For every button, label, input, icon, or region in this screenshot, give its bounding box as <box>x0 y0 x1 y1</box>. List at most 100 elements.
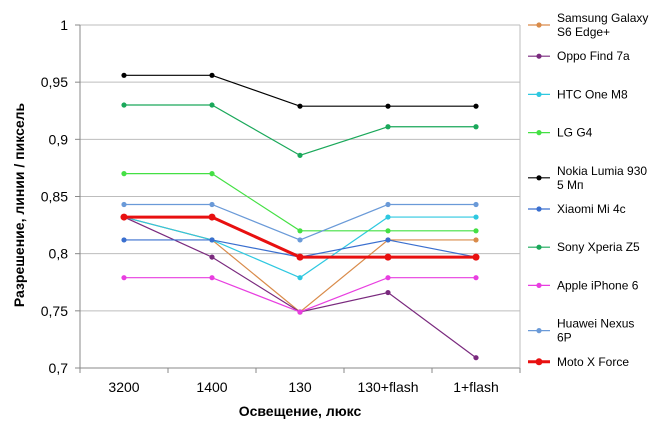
data-point-htc-one-m8 <box>473 214 479 220</box>
legend-item-htc-one-m8: HTC One M8 <box>528 87 628 101</box>
y-tick-label: 0,8 <box>49 246 69 262</box>
legend-label: Xiaomi Mi 4c <box>557 202 626 216</box>
data-point-huawei-nexus-6p <box>121 201 127 208</box>
legend-swatch-marker <box>536 328 542 334</box>
legend-swatch-marker <box>536 130 542 136</box>
x-tick-label: 130+flash <box>357 379 418 395</box>
data-point-huawei-nexus-6p <box>209 201 215 208</box>
y-axis-label: Разрешение, линии / пиксель <box>11 102 27 307</box>
series-line-apple-iphone-6 <box>124 277 476 313</box>
data-point-huawei-nexus-6p <box>297 237 303 243</box>
data-point-nokia-lumia-930-5 <box>209 72 215 78</box>
legend-label: HTC One M8 <box>557 87 628 101</box>
legend-label: Oppo Find 7a <box>557 49 630 63</box>
legend-item-lg-g4: LG G4 <box>528 126 593 140</box>
data-point-apple-iphone-6 <box>121 275 127 281</box>
data-point-moto-x-force <box>120 213 128 221</box>
data-point-moto-x-force <box>384 253 392 261</box>
legend-swatch-marker <box>536 282 542 288</box>
data-point-xiaomi-mi-4c <box>385 237 391 243</box>
data-point-moto-x-force <box>296 253 304 261</box>
y-tick-label: 1 <box>60 17 68 33</box>
series-line-nokia-lumia-930-5 <box>124 74 476 107</box>
series-line-moto-x-force <box>124 215 476 259</box>
legend-label: Apple iPhone 6 <box>557 278 639 292</box>
legend-label: 6P <box>557 331 572 345</box>
data-point-oppo-find-7a <box>209 254 215 260</box>
y-axis-ticks: 0,7 0,75 0,8 0,85 0,9 0,95 1 <box>41 17 80 376</box>
data-point-apple-iphone-6 <box>385 275 391 281</box>
series-line-sony-xperia-z5 <box>124 104 476 156</box>
legend-label: Samsung Galaxy <box>557 11 648 25</box>
x-tick-label: 130 <box>288 379 312 395</box>
data-point-nokia-lumia-930-5 <box>121 72 127 78</box>
data-point-moto-x-force <box>472 253 480 261</box>
data-point-lg-g4 <box>209 171 215 177</box>
legend-label: S6 Edge+ <box>557 25 610 39</box>
series-line-huawei-nexus-6p <box>124 203 476 241</box>
data-point-htc-one-m8 <box>385 214 391 220</box>
y-tick-label: 0,95 <box>41 74 68 90</box>
legend-item-xiaomi-mi-4c: Xiaomi Mi 4c <box>528 202 626 216</box>
x-tick-label: 1+flash <box>453 379 499 395</box>
legend-swatch-marker <box>535 358 543 366</box>
x-tick-label: 1400 <box>196 379 227 395</box>
legend-label: 5 Мп <box>557 178 584 192</box>
legend-swatch-marker <box>536 22 542 28</box>
data-point-moto-x-force <box>208 213 216 221</box>
legend-label: Moto X Force <box>557 355 629 369</box>
legend-swatch-marker <box>536 91 542 97</box>
y-tick-label: 0,9 <box>49 131 69 147</box>
legend-item-sony-xperia-z5: Sony Xperia Z5 <box>528 240 640 254</box>
data-point-sony-xperia-z5 <box>209 102 215 108</box>
data-point-nokia-lumia-930-5 <box>297 103 303 109</box>
data-point-huawei-nexus-6p <box>385 201 391 208</box>
data-point-apple-iphone-6 <box>209 275 215 281</box>
data-point-huawei-nexus-6p <box>473 201 479 208</box>
y-tick-label: 0,85 <box>41 189 68 205</box>
series-line-lg-g4 <box>124 173 476 232</box>
x-axis-label: Освещение, люкс <box>239 403 362 419</box>
data-point-xiaomi-mi-4c <box>121 237 127 243</box>
data-point-sony-xperia-z5 <box>473 124 479 130</box>
legend-label: LG G4 <box>557 126 593 140</box>
data-point-oppo-find-7a <box>473 355 479 361</box>
data-point-sony-xperia-z5 <box>121 102 127 108</box>
data-point-sony-xperia-z5 <box>297 152 303 158</box>
legend-label: Nokia Lumia 930 <box>557 164 647 178</box>
legend-swatch-marker <box>536 175 542 181</box>
series-group <box>120 72 480 361</box>
legend-item-apple-iphone-6: Apple iPhone 6 <box>528 278 639 292</box>
data-point-oppo-find-7a <box>385 289 391 296</box>
data-point-nokia-lumia-930-5 <box>385 103 391 109</box>
legend-item-oppo-find-7a: Oppo Find 7a <box>528 49 630 63</box>
x-tick-label: 3200 <box>108 379 139 395</box>
legend-item-moto-x-force: Moto X Force <box>528 355 629 369</box>
data-point-lg-g4 <box>385 228 391 234</box>
legend-label: Sony Xperia Z5 <box>557 240 640 254</box>
legend-swatch-marker <box>536 244 542 250</box>
data-point-htc-one-m8 <box>297 275 303 281</box>
data-point-nokia-lumia-930-5 <box>473 103 479 109</box>
y-tick-label: 0,7 <box>49 360 69 376</box>
legend-label: Huawei Nexus <box>557 317 634 331</box>
data-point-samsung-galaxy-s6-edge <box>473 237 479 243</box>
legend-swatch-marker <box>536 206 542 212</box>
legend-swatch-marker <box>536 53 542 59</box>
data-point-sony-xperia-z5 <box>385 124 391 130</box>
x-axis-ticks: 3200 1400 130 130+flash 1+flash <box>79 368 521 395</box>
data-point-lg-g4 <box>473 228 479 234</box>
data-point-lg-g4 <box>121 171 127 177</box>
gridlines <box>80 24 520 369</box>
data-point-apple-iphone-6 <box>297 309 303 315</box>
data-point-lg-g4 <box>297 228 303 234</box>
data-point-apple-iphone-6 <box>473 275 479 281</box>
y-tick-label: 0,75 <box>41 303 68 319</box>
data-point-xiaomi-mi-4c <box>209 237 215 243</box>
